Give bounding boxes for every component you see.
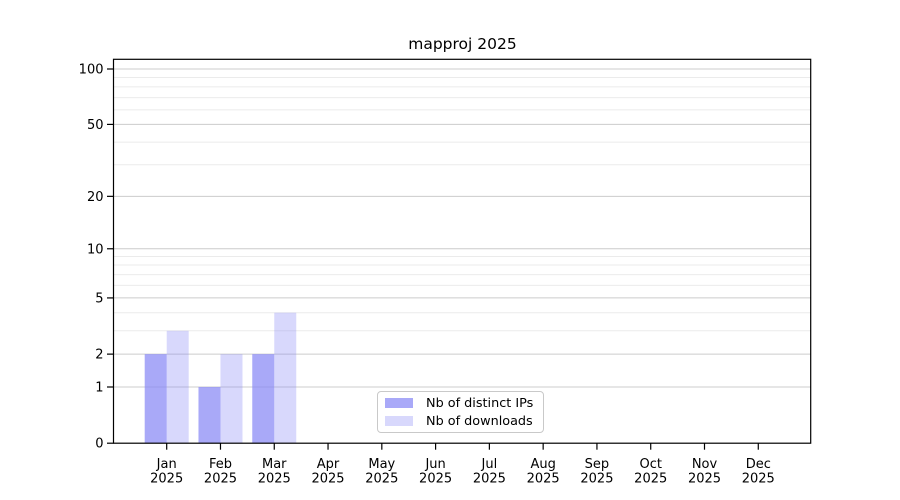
bar-downloads-jan [166, 330, 189, 444]
y-tick-label: 5 [95, 291, 103, 306]
y-tick-label: 0 [95, 437, 103, 452]
y-tick-label: 20 [87, 190, 104, 205]
y-tick-label: 1 [95, 380, 103, 395]
x-tick-label-month: Dec [746, 457, 771, 472]
x-tick-label-month: Jul [481, 457, 498, 472]
legend-swatch-downloads [385, 416, 413, 426]
legend: Nb of distinct IPs Nb of downloads [377, 391, 544, 433]
x-tick-label-month: Sep [585, 457, 610, 472]
x-tick-label-year: 2025 [634, 472, 667, 487]
x-tick-label-month: May [368, 457, 395, 472]
legend-swatch-distinct-ips [385, 398, 413, 408]
bar-distinct-ips-feb [198, 386, 221, 444]
x-tick-label-year: 2025 [204, 472, 237, 487]
x-tick-label-year: 2025 [311, 472, 344, 487]
x-tick-label-year: 2025 [527, 472, 560, 487]
x-tick-label-month: Mar [262, 457, 287, 472]
legend-item-downloads: Nb of downloads [385, 413, 537, 429]
x-tick-label-month: Jun [424, 457, 445, 472]
bar-distinct-ips-jan [144, 354, 167, 444]
x-tick-label-year: 2025 [365, 472, 398, 487]
y-tick-label: 10 [87, 242, 104, 257]
x-tick-label-year: 2025 [742, 472, 775, 487]
x-tick-label-month: Oct [639, 457, 661, 472]
bar-downloads-feb [220, 354, 243, 444]
bar-downloads-mar [274, 312, 297, 444]
chart-title: mapproj 2025 [408, 35, 517, 53]
x-tick-label-month: Feb [209, 457, 232, 472]
x-tick-label-month: Aug [530, 457, 555, 472]
y-tick-label: 100 [79, 63, 104, 78]
x-tick-label-year: 2025 [258, 472, 291, 487]
x-tick-label-month: Jan [156, 457, 177, 472]
x-tick-label-year: 2025 [580, 472, 613, 487]
x-tick-label-year: 2025 [150, 472, 183, 487]
legend-item-distinct-ips: Nb of distinct IPs [385, 395, 537, 411]
y-tick-label: 2 [95, 348, 103, 363]
x-tick-label-month: Nov [692, 457, 718, 472]
x-tick-label-year: 2025 [473, 472, 506, 487]
plot-frame [112, 58, 812, 444]
x-tick-label-month: Apr [317, 457, 340, 472]
y-tick-label: 50 [87, 118, 104, 133]
legend-label-downloads: Nb of downloads [426, 413, 533, 429]
bar-distinct-ips-mar [252, 354, 275, 444]
x-tick-label-year: 2025 [419, 472, 452, 487]
x-tick-label-year: 2025 [688, 472, 721, 487]
legend-label-distinct-ips: Nb of distinct IPs [426, 395, 534, 411]
